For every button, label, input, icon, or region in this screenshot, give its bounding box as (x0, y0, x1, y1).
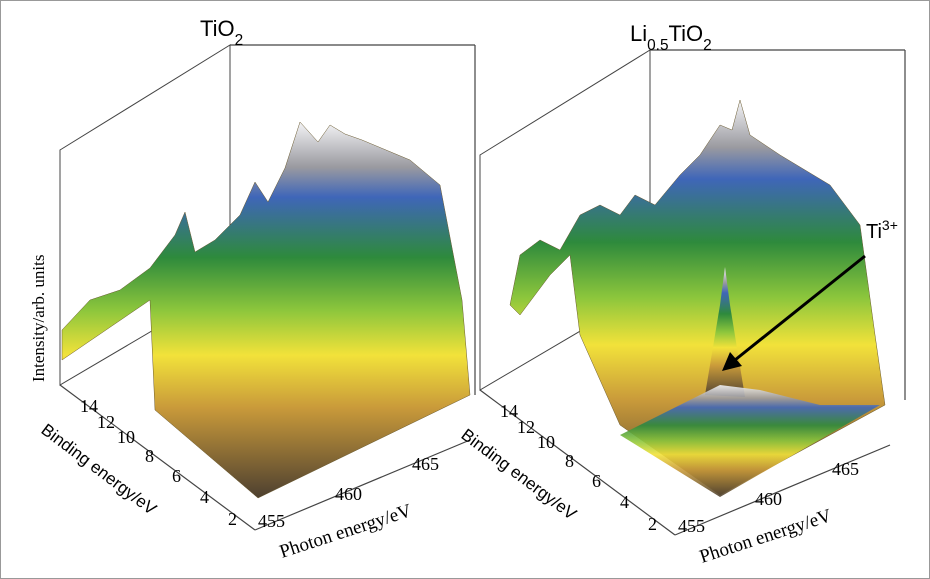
tick-label: 8 (145, 446, 154, 466)
panel-title: Li0.5TiO2 (630, 21, 712, 54)
tick-label: 14 (80, 396, 98, 416)
tick-label: 4 (200, 487, 209, 507)
tick-label: 455 (678, 516, 705, 536)
tick-label: 460 (755, 489, 782, 509)
tick-label: 455 (258, 511, 285, 531)
text-segment: 3+ (882, 217, 898, 233)
tick-label: 6 (592, 471, 601, 491)
surface-front (620, 385, 880, 497)
tick-label: 2 (648, 514, 657, 534)
tick-label: 460 (335, 484, 362, 504)
text-segment: 0.5 (647, 37, 668, 54)
arrow-head (722, 352, 742, 371)
tick-label: 465 (412, 454, 439, 474)
text-segment: Ti (866, 221, 882, 243)
tick-label: 10 (537, 432, 555, 452)
surface (509, 99, 886, 496)
panel-title: TiO2 (200, 16, 243, 49)
tick-label: 6 (172, 466, 181, 486)
tick-label: 12 (97, 412, 115, 432)
text-segment: 2 (235, 32, 244, 49)
text-segment: TiO (669, 21, 704, 46)
arrow (734, 254, 866, 362)
text-segment: Li (630, 21, 647, 46)
tick-label: 4 (620, 492, 629, 512)
tick-label: 12 (517, 417, 535, 437)
tick-label: 8 (565, 451, 574, 471)
y-axis-label: Intensity/arb. units (29, 255, 48, 382)
tick-label: 10 (117, 427, 135, 447)
text-segment: 2 (703, 37, 712, 54)
tick-label: 465 (832, 459, 859, 479)
surface (61, 121, 471, 499)
tick-label: 2 (228, 509, 237, 529)
annotation: Ti3+ (866, 217, 898, 243)
text-segment: TiO (200, 16, 235, 41)
tick-label: 14 (500, 401, 518, 421)
